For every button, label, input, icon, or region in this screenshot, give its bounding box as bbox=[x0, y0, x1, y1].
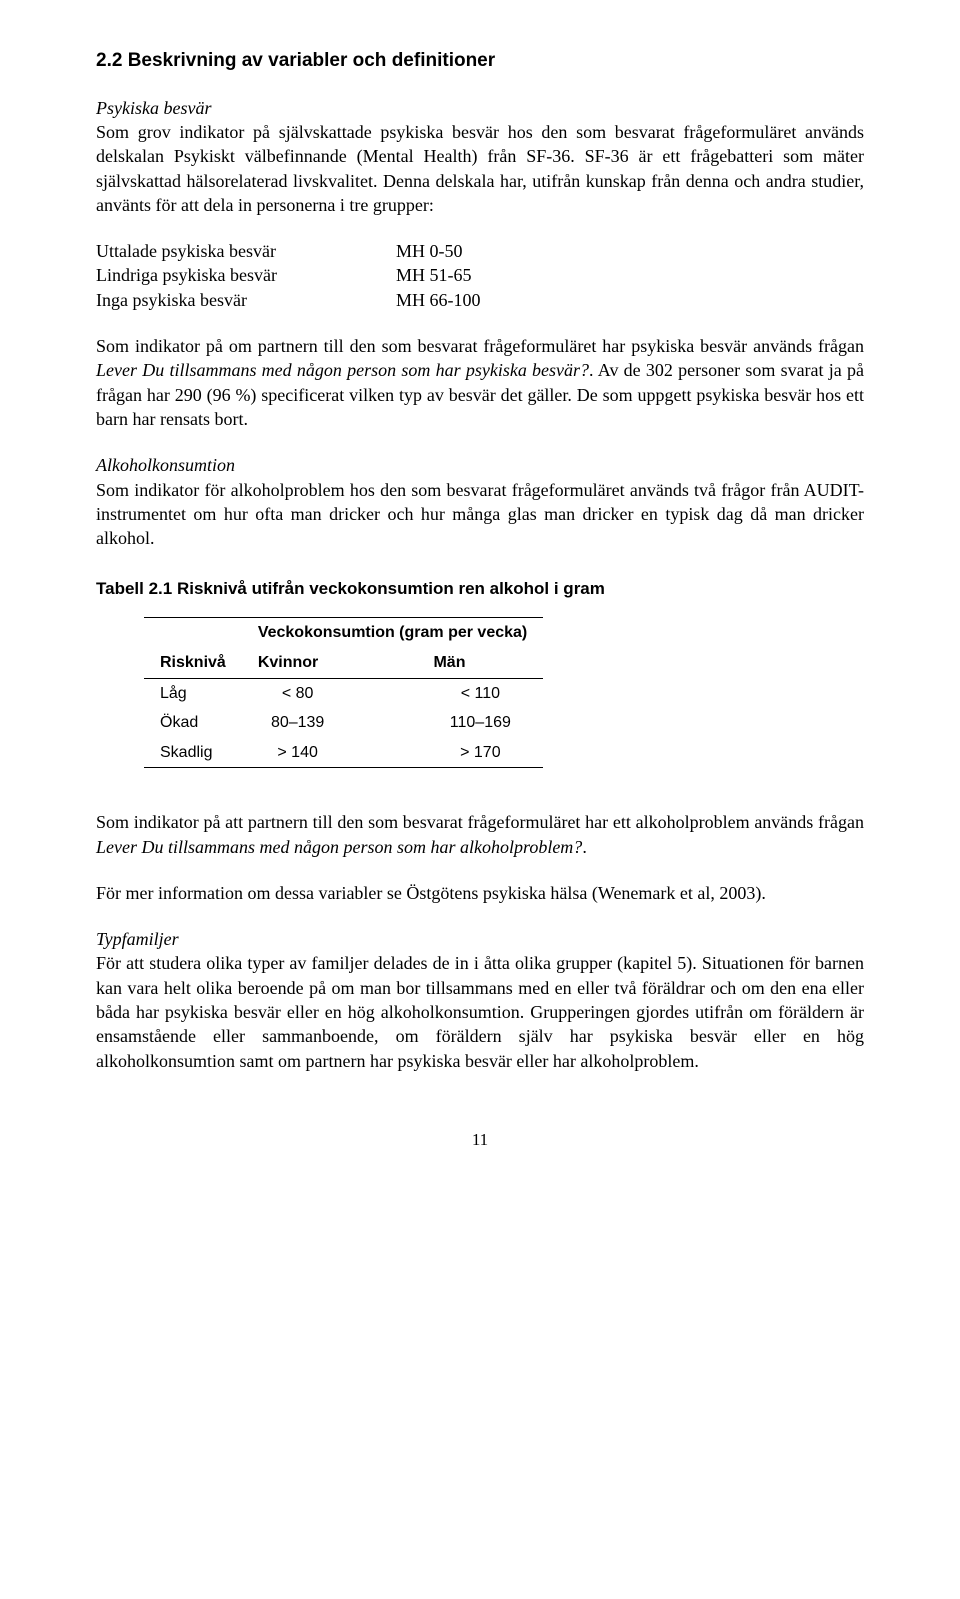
text-run: . bbox=[582, 837, 587, 857]
italic-run: Lever Du tillsammans med någon person so… bbox=[96, 837, 582, 857]
table-col-kvinnor: Kvinnor bbox=[242, 648, 354, 678]
table-row: Låg < 80 < 110 bbox=[144, 678, 543, 708]
definition-key: Inga psykiska besvär bbox=[96, 288, 396, 312]
table-cell-risk: Ökad bbox=[144, 708, 242, 738]
table-group-header: Veckokonsumtion (gram per vecka) bbox=[242, 618, 543, 648]
table-cell-kv: 80–139 bbox=[242, 708, 354, 738]
body-text: Som grov indikator på självskattade psyk… bbox=[96, 122, 864, 215]
body-text: Som indikator för alkoholproblem hos den… bbox=[96, 480, 864, 549]
body-text: Som indikator på att partnern till den s… bbox=[96, 810, 864, 859]
risk-table: Veckokonsumtion (gram per vecka) Riskniv… bbox=[144, 617, 543, 768]
table-cell-risk: Skadlig bbox=[144, 738, 242, 768]
subhead-alkohol: Alkoholkonsumtion bbox=[96, 453, 864, 477]
table-row: Skadlig > 140 > 170 bbox=[144, 738, 543, 768]
italic-run: Lever Du tillsammans med någon person so… bbox=[96, 360, 589, 380]
table-cell-m: 110–169 bbox=[353, 708, 543, 738]
text-run: Som indikator på att partnern till den s… bbox=[96, 812, 864, 832]
table-cell-kv: > 140 bbox=[242, 738, 354, 768]
body-text: Som indikator på om partnern till den so… bbox=[96, 334, 864, 431]
subhead-typfamiljer: Typfamiljer bbox=[96, 927, 864, 951]
definition-row: Inga psykiska besvär MH 66-100 bbox=[96, 288, 864, 312]
table-cell-m: < 110 bbox=[353, 678, 543, 708]
definition-val: MH 51-65 bbox=[396, 263, 864, 287]
definition-list: Uttalade psykiska besvär MH 0-50 Lindrig… bbox=[96, 239, 864, 312]
definition-key: Uttalade psykiska besvär bbox=[96, 239, 396, 263]
text-run: Som indikator på om partnern till den so… bbox=[96, 336, 864, 356]
body-text: För att studera olika typer av familjer … bbox=[96, 953, 864, 1070]
definition-row: Lindriga psykiska besvär MH 51-65 bbox=[96, 263, 864, 287]
table-cell-risk: Låg bbox=[144, 678, 242, 708]
table-cell-m: > 170 bbox=[353, 738, 543, 768]
page-number: 11 bbox=[96, 1129, 864, 1152]
definition-key: Lindriga psykiska besvär bbox=[96, 263, 396, 287]
definition-val: MH 0-50 bbox=[396, 239, 864, 263]
table-row: Ökad 80–139 110–169 bbox=[144, 708, 543, 738]
subhead-psykiska: Psykiska besvär bbox=[96, 96, 864, 120]
section-heading: 2.2 Beskrivning av variabler och definit… bbox=[96, 48, 864, 74]
table-caption: Tabell 2.1 Risknivå utifrån veckokonsumt… bbox=[96, 578, 864, 601]
body-text: För mer information om dessa variabler s… bbox=[96, 881, 864, 905]
table-col-risk: Risknivå bbox=[144, 648, 242, 678]
table-cell-kv: < 80 bbox=[242, 678, 354, 708]
table-col-man: Män bbox=[353, 648, 543, 678]
definition-val: MH 66-100 bbox=[396, 288, 864, 312]
definition-row: Uttalade psykiska besvär MH 0-50 bbox=[96, 239, 864, 263]
